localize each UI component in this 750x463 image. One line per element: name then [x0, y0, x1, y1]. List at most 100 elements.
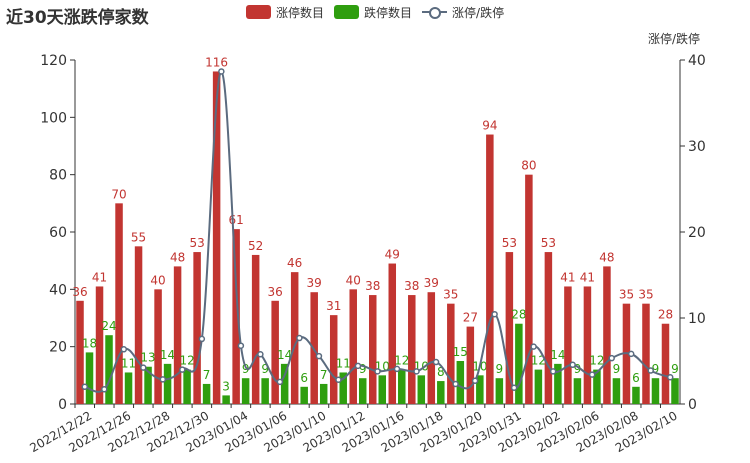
- bar-down: [300, 386, 308, 404]
- bar-up: [76, 300, 84, 404]
- bar-up: [388, 263, 397, 404]
- bar-down-label: 6: [300, 371, 308, 385]
- bar-down-label: 18: [82, 336, 97, 350]
- bar-up: [408, 295, 416, 404]
- y-left-tick-label: 0: [58, 397, 67, 413]
- bar-up: [271, 300, 279, 404]
- bar-down-label: 12: [394, 354, 409, 368]
- bar-up-label: 52: [248, 239, 263, 253]
- bar-up: [544, 252, 553, 404]
- bar-down: [495, 378, 504, 404]
- ratio-point: [335, 376, 342, 383]
- bar-down: [105, 335, 113, 404]
- bar-up-label: 40: [150, 273, 165, 287]
- bar-up: [251, 254, 260, 404]
- legend-label-down: 跌停数目: [364, 5, 413, 20]
- bar-down-label: 9: [359, 362, 367, 376]
- bar-down-label: 7: [320, 368, 328, 382]
- bar-down: [163, 363, 172, 404]
- bar-down: [358, 378, 367, 404]
- bar-up: [603, 266, 611, 404]
- bar-up-label: 55: [131, 230, 146, 244]
- bar-up: [329, 315, 338, 404]
- bar-up: [447, 303, 455, 404]
- bar-down-label: 9: [574, 362, 582, 376]
- bar-up: [95, 286, 104, 404]
- bar-up-label: 36: [72, 285, 87, 299]
- ratio-point: [608, 354, 615, 362]
- ratio-point: [120, 346, 128, 353]
- bar-up-label: 46: [287, 256, 302, 270]
- chart-title: 近30天涨跌停家数: [6, 8, 149, 28]
- ratio-point: [257, 351, 264, 358]
- bar-up: [525, 174, 533, 404]
- y-right-tick-label: 20: [688, 225, 706, 241]
- legend-label-up: 涨停数目: [276, 5, 325, 20]
- y-right-tick-label: 40: [688, 53, 706, 69]
- legend-swatch-down: [334, 5, 360, 19]
- bar-up-label: 38: [404, 279, 419, 293]
- bar-down-label: 12: [531, 354, 546, 368]
- ratio-point: [179, 366, 186, 373]
- bar-down: [241, 378, 250, 404]
- y-left-tick-label: 120: [40, 53, 67, 69]
- bar-down-label: 8: [437, 365, 445, 379]
- bar-up: [642, 303, 650, 404]
- bar-up-label: 38: [365, 279, 380, 293]
- ratio-point: [452, 380, 459, 388]
- ratio-point: [569, 361, 576, 369]
- bar-up: [290, 272, 299, 404]
- bar-up-label: 48: [599, 250, 614, 264]
- legend-item-ratio[interactable]: 涨停/跌停: [422, 4, 504, 21]
- legend: 涨停数目 跌停数目 涨停/跌停: [246, 4, 514, 20]
- legend-item-down[interactable]: 跌停数目: [334, 4, 412, 21]
- bar-down: [515, 323, 523, 404]
- bar-up-label: 70: [111, 187, 126, 201]
- bar-up: [661, 323, 670, 404]
- bar-down: [417, 375, 426, 404]
- ratio-line: [84, 70, 671, 393]
- bar-up-label: 41: [560, 270, 575, 284]
- bar-down: [124, 372, 133, 404]
- ratio-point: [647, 367, 654, 374]
- bar-up-label: 53: [502, 236, 517, 250]
- bar-down: [456, 361, 465, 404]
- bar-down-label: 6: [632, 371, 640, 385]
- bar-down: [437, 381, 445, 404]
- ratio-point: [276, 378, 284, 386]
- bar-down-label: 3: [222, 379, 230, 393]
- bar-up-label: 40: [346, 273, 361, 287]
- ratio-point: [588, 371, 596, 378]
- y-left-tick-label: 40: [49, 282, 67, 298]
- bar-up: [115, 203, 123, 404]
- bar-down-label: 9: [242, 362, 250, 376]
- bar-up: [427, 292, 436, 404]
- ratio-point: [666, 374, 674, 381]
- legend-item-up[interactable]: 涨停数目: [246, 4, 324, 21]
- bar-up-label: 35: [638, 288, 653, 302]
- ratio-point: [432, 358, 440, 366]
- bar-down: [612, 378, 621, 404]
- bar-up: [173, 266, 182, 404]
- bar-up-label: 35: [619, 288, 634, 302]
- bar-down-label: 9: [496, 362, 504, 376]
- ratio-point: [549, 368, 557, 375]
- bar-down-label: 9: [652, 362, 660, 376]
- ratio-point: [198, 335, 206, 343]
- bar-up-label: 53: [189, 236, 204, 250]
- bar-up-label: 41: [580, 270, 595, 284]
- bar-down-label: 13: [140, 351, 155, 365]
- bar-down-label: 12: [179, 354, 194, 368]
- bar-down-label: 9: [613, 362, 621, 376]
- bar-up-label: 28: [658, 308, 673, 322]
- y-left-tick-label: 60: [49, 225, 67, 241]
- bar-down: [593, 369, 601, 404]
- bar-down: [222, 395, 230, 404]
- ratio-point: [315, 352, 323, 360]
- bar-up-label: 31: [326, 299, 341, 313]
- bar-up: [154, 289, 162, 404]
- bar-up: [369, 295, 377, 404]
- bar-up: [564, 286, 572, 404]
- bar-down-label: 9: [261, 362, 269, 376]
- ratio-point: [81, 383, 89, 391]
